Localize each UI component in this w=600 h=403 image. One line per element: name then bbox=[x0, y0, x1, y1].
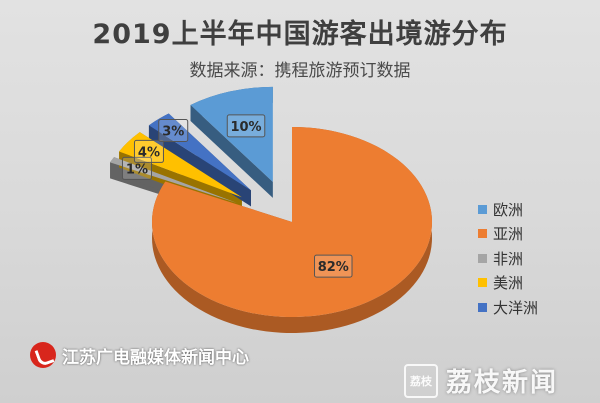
pie-slice-亚洲 bbox=[152, 127, 433, 317]
data-label-text: 3% bbox=[162, 125, 184, 140]
legend-item-africa: 非洲 bbox=[478, 246, 564, 271]
data-label-4: 3% bbox=[158, 119, 189, 143]
broadcaster-watermark: 江苏广电融媒体新闻中心 bbox=[30, 342, 249, 368]
pie-slice-wall-0 bbox=[190, 105, 273, 198]
data-label-1: 82% bbox=[314, 254, 353, 278]
data-label-text: 1% bbox=[126, 162, 148, 177]
broadcaster-name: 江苏广电融媒体新闻中心 bbox=[62, 347, 249, 368]
data-label-text: 82% bbox=[318, 260, 349, 275]
legend-swatch bbox=[478, 253, 487, 263]
pie-slice-美洲 bbox=[119, 132, 242, 198]
pie-slice-wall-4 bbox=[148, 125, 251, 207]
legend-label: 非洲 bbox=[493, 249, 524, 268]
data-label-box bbox=[226, 114, 266, 138]
pie-slice-非洲 bbox=[110, 157, 237, 203]
legend-label: 大洋洲 bbox=[493, 298, 539, 317]
data-label-3: 4% bbox=[133, 139, 164, 163]
data-label-text: 10% bbox=[230, 120, 261, 135]
legend-swatch bbox=[478, 229, 487, 239]
news-brand-name: 荔枝新闻 bbox=[446, 368, 559, 398]
legend-item-america: 美洲 bbox=[478, 271, 564, 296]
legend-swatch bbox=[478, 204, 487, 214]
data-label-box bbox=[133, 139, 164, 163]
pie-slice-大洋洲 bbox=[148, 113, 251, 191]
data-label-0: 10% bbox=[226, 114, 266, 138]
data-label-box bbox=[158, 119, 189, 143]
chart-subtitle: 数据来源：携程旅游预订数据 bbox=[189, 61, 411, 81]
legend-swatch bbox=[478, 278, 487, 288]
legend-label: 欧洲 bbox=[493, 200, 524, 219]
legend-label: 美洲 bbox=[493, 274, 524, 293]
legend-item-asia: 亚洲 bbox=[478, 222, 564, 247]
news-brand-watermark: 荔枝 荔枝新闻 bbox=[404, 362, 558, 399]
chart-legend: 欧洲 亚洲 非洲 美洲 大洋洲 bbox=[478, 197, 564, 320]
legend-item-europe: 欧洲 bbox=[478, 197, 564, 222]
chart-title: 2019上半年中国游客出境游分布 bbox=[92, 19, 508, 50]
legend-swatch bbox=[478, 302, 487, 312]
broadcaster-logo-icon bbox=[30, 342, 56, 368]
legend-item-oceania: 大洋洲 bbox=[478, 295, 564, 320]
legend-label: 亚洲 bbox=[493, 225, 524, 244]
news-stamp-icon: 荔枝 bbox=[404, 363, 438, 398]
pie-slice-欧洲 bbox=[190, 86, 273, 182]
data-label-text: 4% bbox=[138, 145, 160, 160]
data-label-box bbox=[314, 254, 353, 278]
